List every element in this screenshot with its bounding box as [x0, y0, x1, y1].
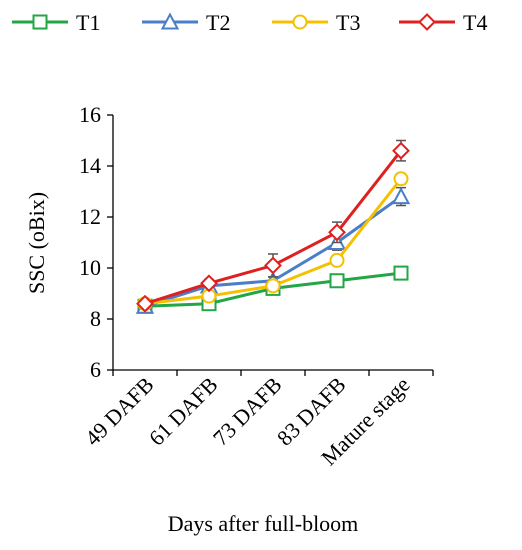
y-axis-label: SSC (oBix) — [24, 192, 49, 294]
x-tick-label: 49 DAFB — [80, 372, 159, 451]
x-axis-label: Days after full-bloom — [168, 511, 359, 536]
legend-label: T4 — [463, 10, 487, 35]
data-point — [200, 274, 218, 293]
x-tick-label: 61 DAFB — [144, 372, 223, 451]
data-point — [393, 171, 409, 187]
legend-marker — [160, 12, 180, 30]
data-point — [265, 278, 281, 294]
legend-item-t4: T4 — [399, 10, 487, 35]
data-point — [329, 252, 345, 268]
legend-marker — [418, 13, 436, 31]
y-tick-label: 12 — [79, 204, 101, 229]
legend-label: T1 — [76, 10, 100, 35]
series-t4 — [136, 139, 410, 313]
legend-label: T2 — [206, 10, 230, 35]
data-point — [136, 294, 154, 313]
series-layer — [135, 139, 411, 314]
legend-item-t2: T2 — [142, 10, 230, 35]
y-tick-label: 10 — [79, 255, 101, 280]
y-tick-label: 16 — [79, 102, 101, 127]
legend: T1 T2 T3 T4 — [12, 10, 487, 35]
data-point — [264, 256, 282, 275]
legend-marker — [32, 14, 48, 30]
data-point — [392, 141, 410, 160]
legend-marker — [292, 14, 308, 30]
y-tick-label: 6 — [90, 357, 101, 382]
legend-item-t3: T3 — [272, 10, 360, 35]
legend-item-t1: T1 — [12, 10, 100, 35]
data-point — [328, 223, 346, 242]
data-point — [393, 265, 409, 281]
data-point — [391, 186, 411, 205]
y-tick-label: 8 — [90, 306, 101, 331]
legend-label: T3 — [336, 10, 360, 35]
y-tick-label: 14 — [79, 153, 101, 178]
data-point — [329, 273, 345, 289]
x-tick-label: 73 DAFB — [208, 372, 287, 451]
